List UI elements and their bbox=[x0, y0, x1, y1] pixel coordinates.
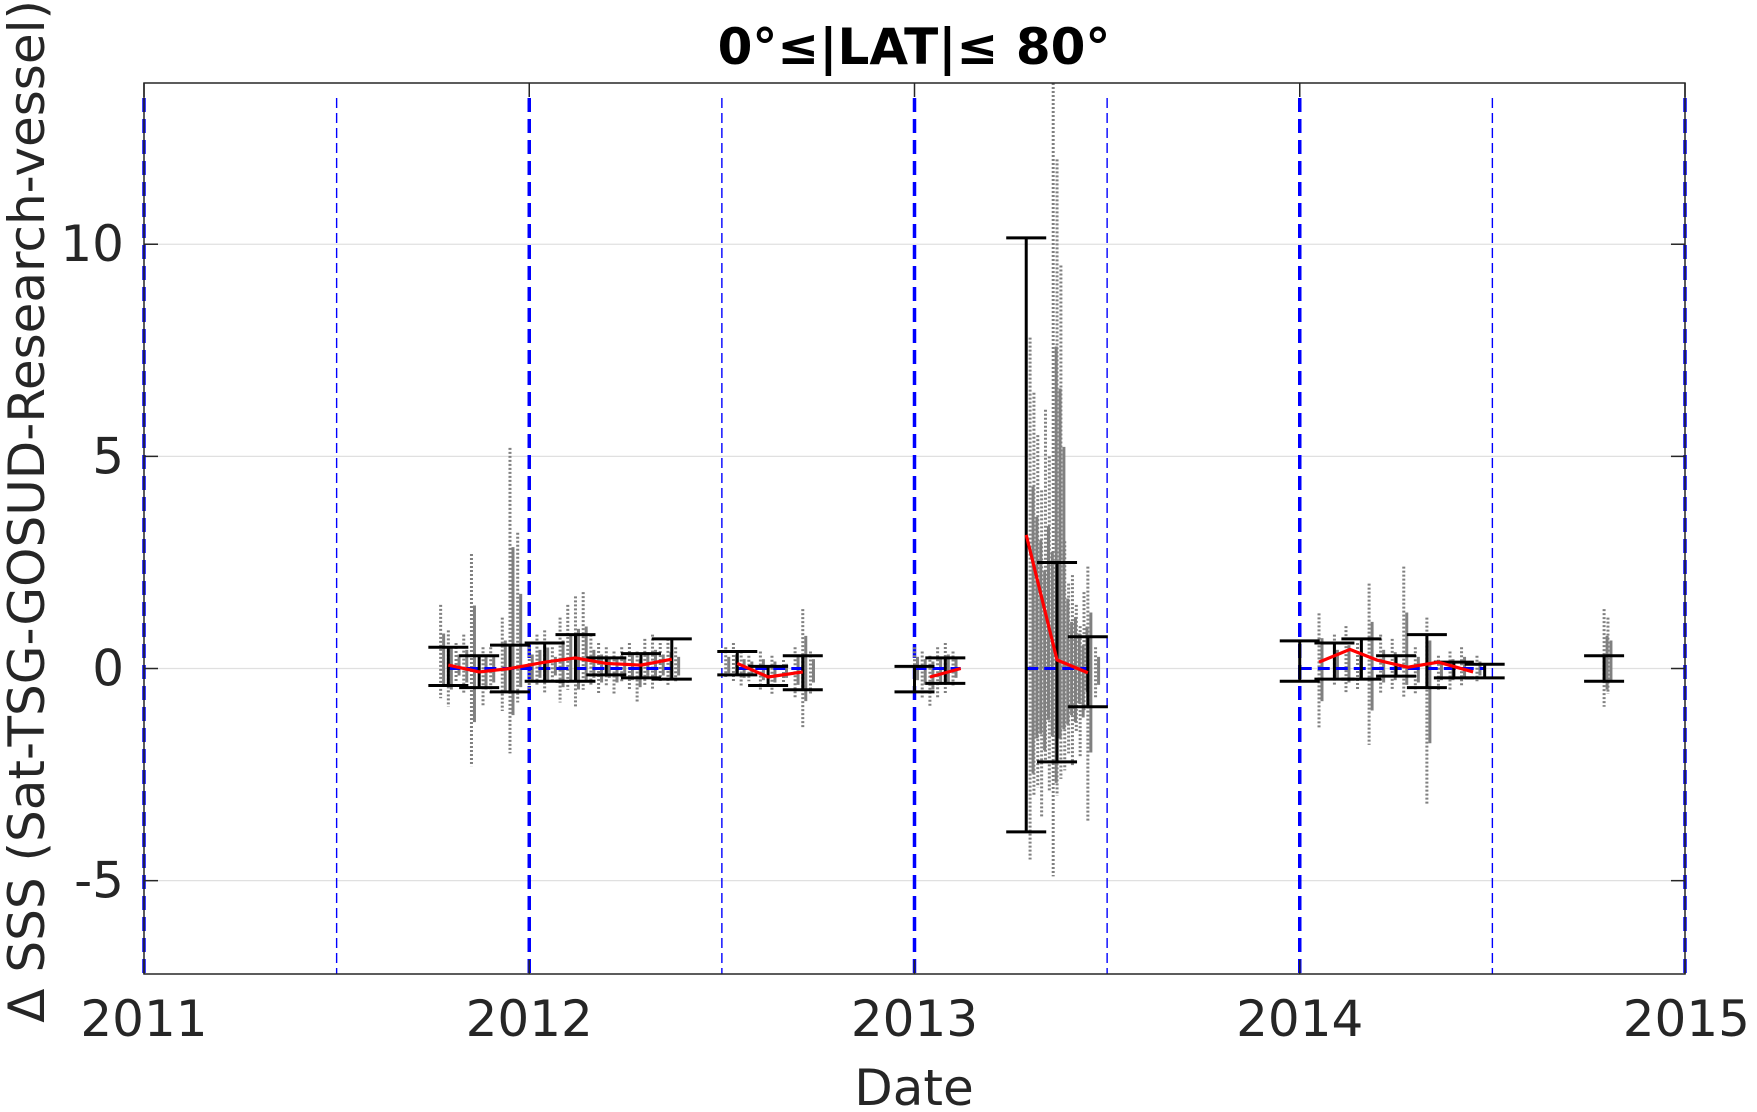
x-tick-labels: 2011 2012 2013 2014 2015 bbox=[80, 990, 1750, 1048]
y-tick-label: -5 bbox=[74, 852, 124, 910]
axis-ticks bbox=[143, 83, 1686, 974]
monthly-mean-line bbox=[1024, 534, 1089, 675]
monthly-mean-line bbox=[929, 666, 962, 679]
chart-title: 0°≤|LAT|≤ 80° bbox=[718, 18, 1111, 76]
y-axis-label: Δ SSS (Sat-TSG-GOSUD-Research-vessel) bbox=[0, 0, 56, 1023]
y-tick-label: 5 bbox=[92, 427, 124, 485]
x-tick-label: 2015 bbox=[1623, 990, 1750, 1048]
monthly-mean-lines bbox=[448, 534, 1474, 679]
y-tick-labels: -5 0 5 10 bbox=[60, 215, 124, 909]
x-axis-label: Date bbox=[854, 1059, 974, 1112]
x-tick-label: 2013 bbox=[851, 990, 978, 1048]
date-boundary-lines bbox=[142, 98, 1687, 974]
y-tick-label: 0 bbox=[92, 640, 124, 698]
monthly-mean-line bbox=[448, 656, 673, 674]
x-tick-label: 2012 bbox=[466, 990, 593, 1048]
error-bars bbox=[428, 236, 1625, 834]
x-tick-label: 2014 bbox=[1236, 990, 1363, 1048]
y-tick-label: 10 bbox=[60, 215, 124, 273]
x-tick-label: 2011 bbox=[80, 990, 207, 1048]
monthly-mean-line bbox=[736, 661, 804, 679]
monthly-mean-line bbox=[1318, 647, 1474, 674]
